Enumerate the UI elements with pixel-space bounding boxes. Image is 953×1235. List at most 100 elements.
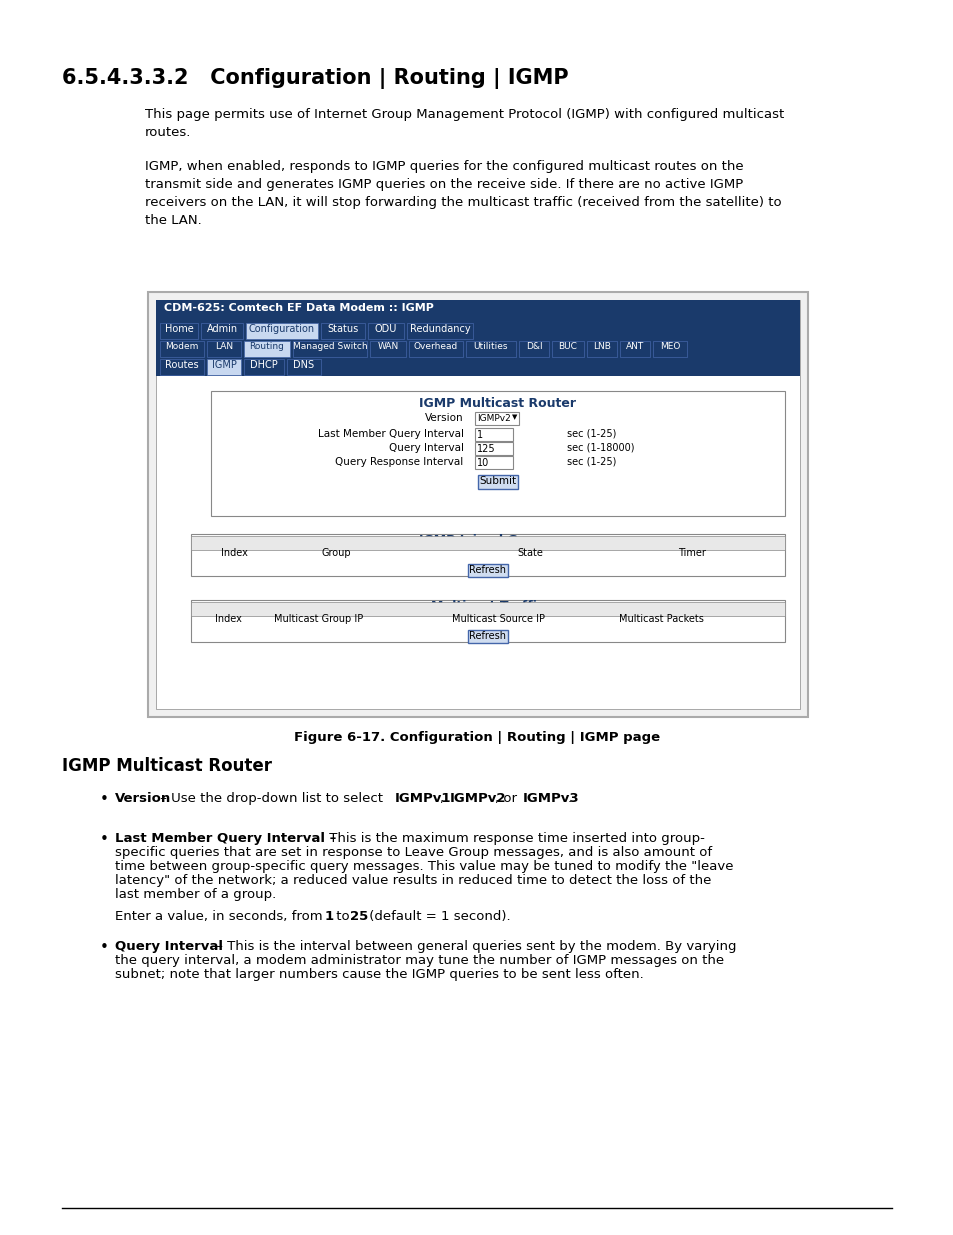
Text: Home: Home (165, 324, 193, 333)
Bar (148, 291, 807, 718)
Text: ODU: ODU (375, 324, 396, 333)
Text: •: • (100, 832, 109, 847)
Text: Enter a value, in seconds, from: Enter a value, in seconds, from (115, 910, 327, 923)
Text: Configuration: Configuration (249, 324, 314, 333)
Text: Routes: Routes (165, 359, 198, 370)
Bar (211, 391, 784, 516)
Text: to: to (332, 910, 354, 923)
Bar (552, 341, 583, 357)
Text: 6.5.4.3.3.2   Configuration | Routing | IGMP: 6.5.4.3.3.2 Configuration | Routing | IG… (62, 68, 568, 89)
Text: sec (1-25): sec (1-25) (566, 457, 616, 467)
Text: Submit: Submit (479, 475, 516, 487)
Text: •: • (100, 792, 109, 806)
Text: Multicast Traffic: Multicast Traffic (431, 600, 544, 613)
Text: IGMP, when enabled, responds to IGMP queries for the configured multicast routes: IGMP, when enabled, responds to IGMP que… (145, 161, 781, 227)
Text: •: • (100, 940, 109, 955)
Bar (409, 341, 462, 357)
Bar (468, 564, 507, 577)
Text: 10: 10 (476, 458, 489, 468)
Bar (652, 341, 686, 357)
Text: IGMPv2: IGMPv2 (476, 414, 510, 424)
Text: time between group-specific query messages. This value may be tuned to modify th: time between group-specific query messag… (115, 860, 733, 873)
Text: Version: Version (115, 792, 172, 805)
Text: Index: Index (220, 548, 248, 558)
Text: sec (1-18000): sec (1-18000) (566, 443, 634, 453)
Text: DNS: DNS (294, 359, 314, 370)
Text: ▼: ▼ (512, 414, 517, 420)
Text: WAN: WAN (377, 342, 398, 351)
Bar (320, 324, 365, 338)
Bar (246, 324, 317, 338)
Text: 125: 125 (476, 445, 496, 454)
Bar (586, 341, 617, 357)
Bar (160, 341, 204, 357)
Bar (191, 534, 784, 576)
Text: Multicast Packets: Multicast Packets (618, 614, 702, 624)
Text: IGMPv1: IGMPv1 (395, 792, 451, 805)
Text: subnet; note that larger numbers cause the IGMP queries to be sent less often.: subnet; note that larger numbers cause t… (115, 968, 643, 981)
Text: Query Interval: Query Interval (115, 940, 223, 953)
Text: IGMP Multicast Router: IGMP Multicast Router (62, 757, 272, 776)
Text: Admin: Admin (206, 324, 237, 333)
Text: Status: Status (327, 324, 358, 333)
Text: Refresh: Refresh (469, 564, 506, 576)
Text: Timer: Timer (678, 548, 705, 558)
Text: Last Member Query Interval: Last Member Query Interval (317, 429, 463, 438)
Bar (201, 324, 243, 338)
Text: IGMP Multicast Router: IGMP Multicast Router (419, 396, 576, 410)
Text: (default = 1 second).: (default = 1 second). (365, 910, 510, 923)
Text: – This is the interval between general queries sent by the modem. By varying: – This is the interval between general q… (212, 940, 736, 953)
Text: LNB: LNB (593, 342, 610, 351)
Bar (475, 412, 518, 425)
Text: ANT: ANT (625, 342, 643, 351)
Text: Query Response Interval: Query Response Interval (335, 457, 463, 467)
Text: This is the maximum response time inserted into group-: This is the maximum response time insert… (325, 832, 704, 845)
Text: latency" of the network; a reduced value results in reduced time to detect the l: latency" of the network; a reduced value… (115, 874, 711, 887)
Text: IGMPv3: IGMPv3 (522, 792, 579, 805)
Bar (518, 341, 548, 357)
Bar (191, 536, 784, 550)
Bar (287, 359, 320, 375)
Text: This page permits use of Internet Group Management Protocol (IGMP) with configur: This page permits use of Internet Group … (145, 107, 783, 140)
Text: 1: 1 (476, 430, 482, 440)
Bar (191, 600, 784, 642)
Bar (475, 429, 513, 441)
Text: Index: Index (214, 614, 241, 624)
Bar (156, 300, 800, 322)
Text: D&I: D&I (525, 342, 541, 351)
Text: IGMP: IGMP (212, 359, 236, 370)
Bar (465, 341, 516, 357)
Text: ,: , (439, 792, 448, 805)
Text: Refresh: Refresh (469, 631, 506, 641)
Bar (293, 341, 367, 357)
Text: 1: 1 (325, 910, 334, 923)
Text: Managed Switch: Managed Switch (293, 342, 367, 351)
Text: Multicast Source IP: Multicast Source IP (452, 614, 545, 624)
Text: 25: 25 (350, 910, 368, 923)
Text: IGMPv2: IGMPv2 (450, 792, 506, 805)
Bar (475, 442, 513, 454)
Bar (160, 359, 204, 375)
Bar (244, 341, 290, 357)
Bar (156, 322, 800, 340)
Bar (207, 359, 241, 375)
Bar (160, 324, 198, 338)
Bar (477, 475, 517, 489)
Text: IGMP Joined Groups: IGMP Joined Groups (418, 534, 557, 547)
Bar (156, 358, 800, 375)
Bar (475, 456, 513, 469)
Text: Redundancy: Redundancy (409, 324, 470, 333)
Text: Multicast Group IP: Multicast Group IP (274, 614, 363, 624)
Text: Routing: Routing (250, 342, 284, 351)
Text: State: State (517, 548, 543, 558)
Text: BUC: BUC (558, 342, 577, 351)
Bar (407, 324, 473, 338)
Bar (191, 601, 784, 616)
Text: Modem: Modem (165, 342, 198, 351)
Text: DHCP: DHCP (250, 359, 277, 370)
Text: .: . (567, 792, 572, 805)
Text: Group: Group (321, 548, 351, 558)
Bar (207, 341, 241, 357)
Text: Overhead: Overhead (414, 342, 457, 351)
Text: Figure 6-17. Configuration | Routing | IGMP page: Figure 6-17. Configuration | Routing | I… (294, 731, 659, 743)
